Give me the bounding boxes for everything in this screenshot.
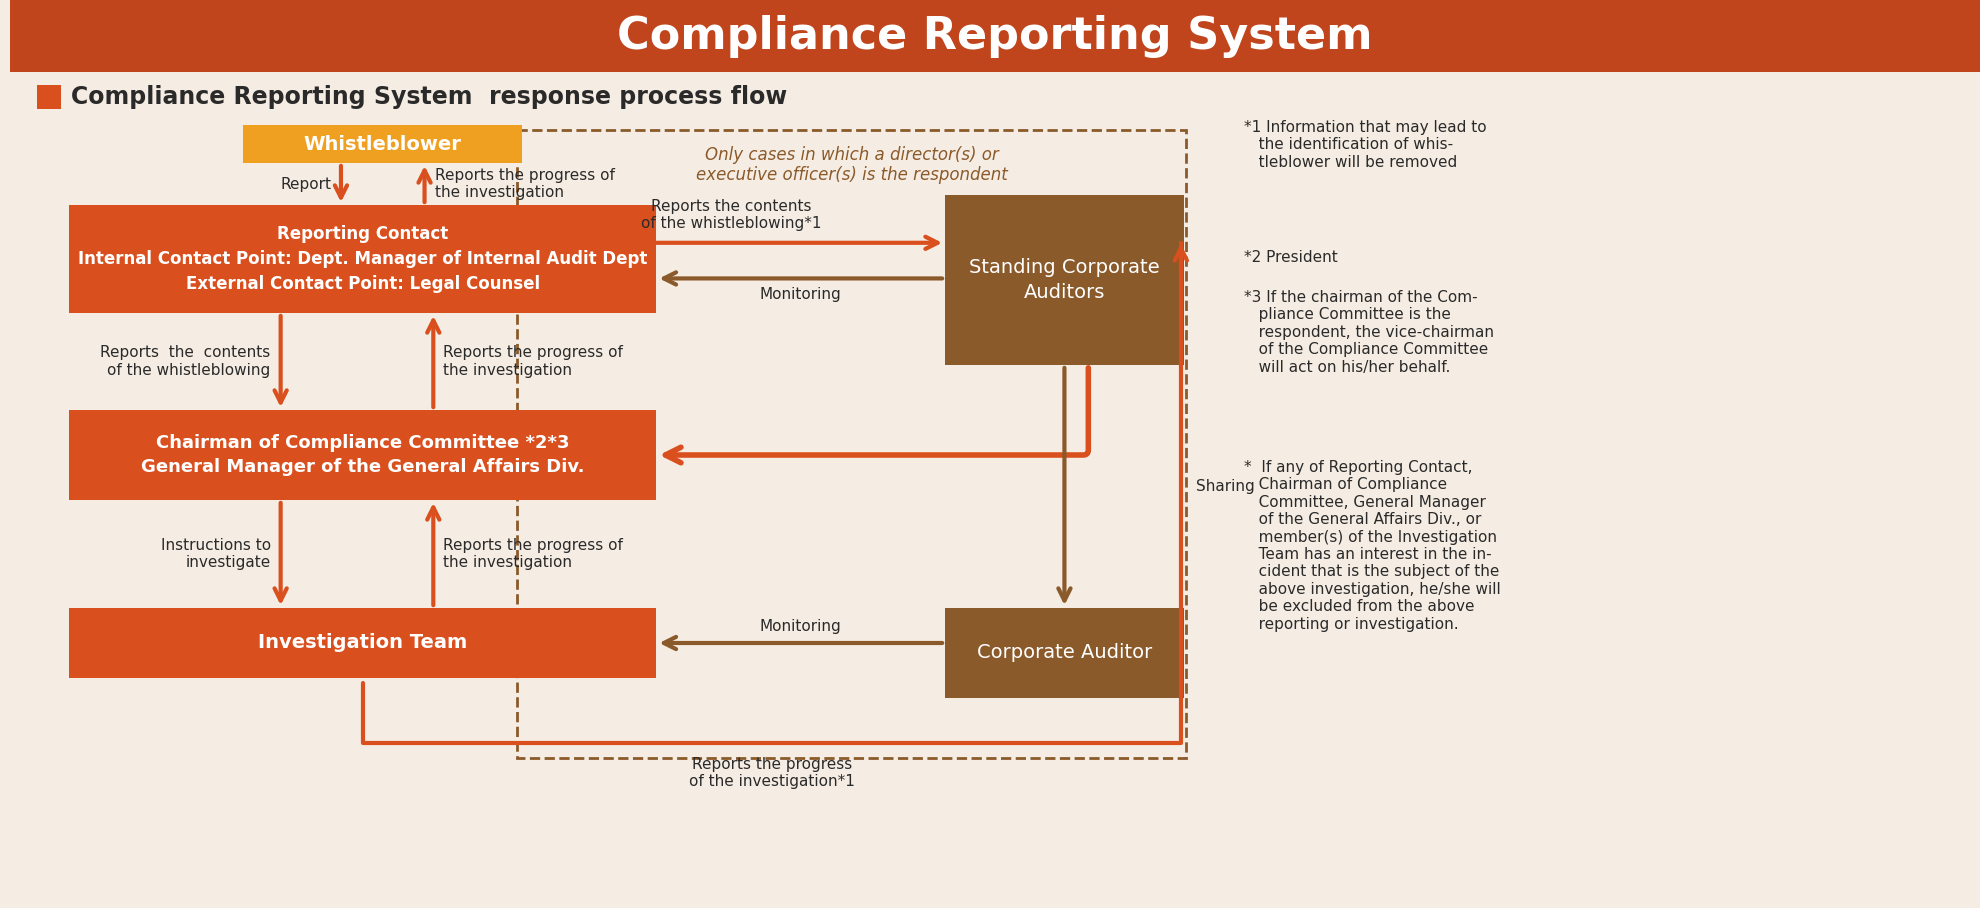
Text: Reports  the  contents
of the whistleblowing: Reports the contents of the whistleblowi… [101, 345, 271, 378]
Text: Instructions to
investigate: Instructions to investigate [160, 538, 271, 570]
Text: Reporting Contact
Internal Contact Point: Dept. Manager of Internal Audit Dept
E: Reporting Contact Internal Contact Point… [77, 225, 647, 293]
Text: Corporate Auditor: Corporate Auditor [976, 644, 1152, 663]
FancyBboxPatch shape [38, 85, 61, 109]
Text: Compliance Reporting System: Compliance Reporting System [618, 15, 1372, 57]
Text: Reports the progress of
the investigation: Reports the progress of the investigatio… [444, 345, 624, 378]
Text: Report: Report [279, 176, 331, 192]
Text: Chairman of Compliance Committee *2*3
General Manager of the General Affairs Div: Chairman of Compliance Committee *2*3 Ge… [141, 433, 584, 477]
Text: *3 If the chairman of the Com-
   pliance Committee is the
   respondent, the vi: *3 If the chairman of the Com- pliance C… [1243, 290, 1493, 375]
Text: Standing Corporate
Auditors: Standing Corporate Auditors [968, 258, 1160, 302]
FancyBboxPatch shape [69, 608, 657, 678]
Text: Reports the progress of
the investigation: Reports the progress of the investigatio… [434, 168, 614, 200]
FancyBboxPatch shape [10, 0, 1980, 72]
Text: Reports the contents
of the whistleblowing*1: Reports the contents of the whistleblowi… [642, 199, 822, 231]
Text: *2 President: *2 President [1243, 250, 1337, 265]
Text: *  If any of Reporting Contact,
   Chairman of Compliance
   Committee, General : * If any of Reporting Contact, Chairman … [1243, 460, 1501, 632]
FancyBboxPatch shape [69, 410, 657, 500]
FancyBboxPatch shape [244, 125, 523, 163]
Text: Sharing: Sharing [1196, 479, 1255, 494]
Text: *1 Information that may lead to
   the identification of whis-
   tleblower will: *1 Information that may lead to the iden… [1243, 120, 1487, 170]
Text: Reports the progress of
the investigation: Reports the progress of the investigatio… [444, 538, 624, 570]
Text: Investigation Team: Investigation Team [257, 634, 467, 653]
Text: Monitoring: Monitoring [760, 287, 842, 302]
Text: Monitoring: Monitoring [760, 619, 842, 635]
FancyBboxPatch shape [944, 608, 1184, 698]
FancyBboxPatch shape [69, 205, 657, 313]
Text: Reports the progress
of the investigation*1: Reports the progress of the investigatio… [689, 756, 855, 789]
Text: Compliance Reporting System  response process flow: Compliance Reporting System response pro… [71, 85, 788, 109]
FancyBboxPatch shape [944, 195, 1184, 365]
Text: Whistleblower: Whistleblower [303, 134, 461, 153]
Text: Only cases in which a director(s) or
executive officer(s) is the respondent: Only cases in which a director(s) or exe… [695, 145, 1008, 184]
